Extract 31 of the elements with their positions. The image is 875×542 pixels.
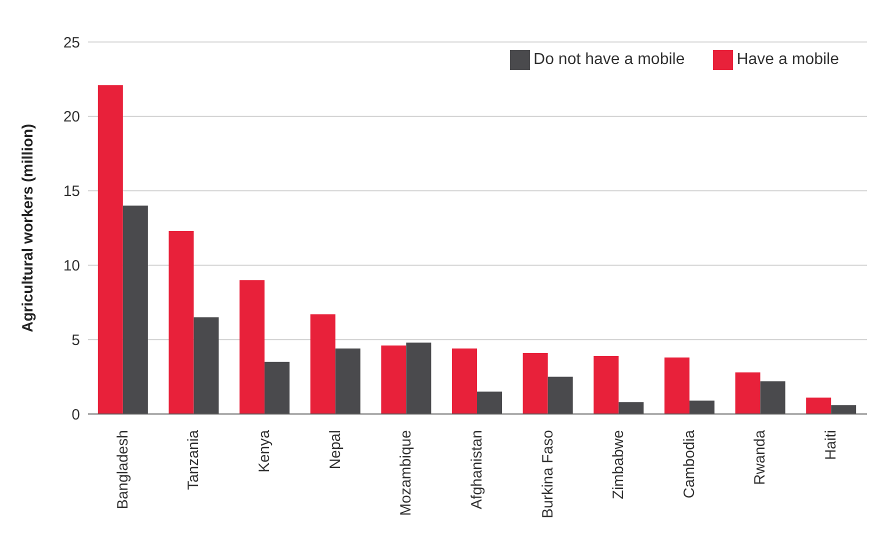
x-tick-label: Bangladesh	[114, 430, 132, 510]
x-tick-label: Haiti	[822, 430, 840, 460]
y-tick-label: 5	[72, 332, 80, 349]
y-axis-title: Agricultural workers (million)	[19, 124, 36, 332]
legend-label: Have a mobile	[736, 51, 839, 68]
bar	[310, 314, 336, 414]
bar	[806, 398, 832, 414]
bar	[240, 280, 265, 414]
y-tick-label: 25	[63, 34, 80, 52]
y-tick-label: 10	[63, 258, 80, 275]
bar	[735, 372, 760, 414]
y-tick-label: 0	[72, 406, 80, 424]
x-tick-label: Nepal	[326, 430, 344, 470]
x-tick-label: Mozambique	[398, 430, 415, 516]
x-tick-label: Cambodia	[680, 429, 698, 498]
x-tick-label: Burkina Faso	[539, 430, 556, 518]
x-tick-label: Afghanistan	[468, 430, 486, 510]
y-tick-label: 15	[63, 183, 80, 200]
x-tick-label: Zimbabwe	[610, 430, 628, 500]
x-tick-label: Kenya	[256, 429, 274, 473]
x-tick-label: Tanzania	[185, 429, 202, 490]
bar	[522, 352, 548, 414]
bar	[168, 230, 194, 414]
y-tick-label: 20	[63, 108, 80, 126]
bar	[452, 348, 478, 414]
bar	[98, 85, 123, 414]
legend-label: Do not have a mobile	[534, 51, 685, 68]
bar	[594, 356, 619, 414]
bar	[381, 346, 406, 414]
x-tick-label: Rwanda	[752, 429, 769, 486]
bar	[664, 357, 690, 414]
